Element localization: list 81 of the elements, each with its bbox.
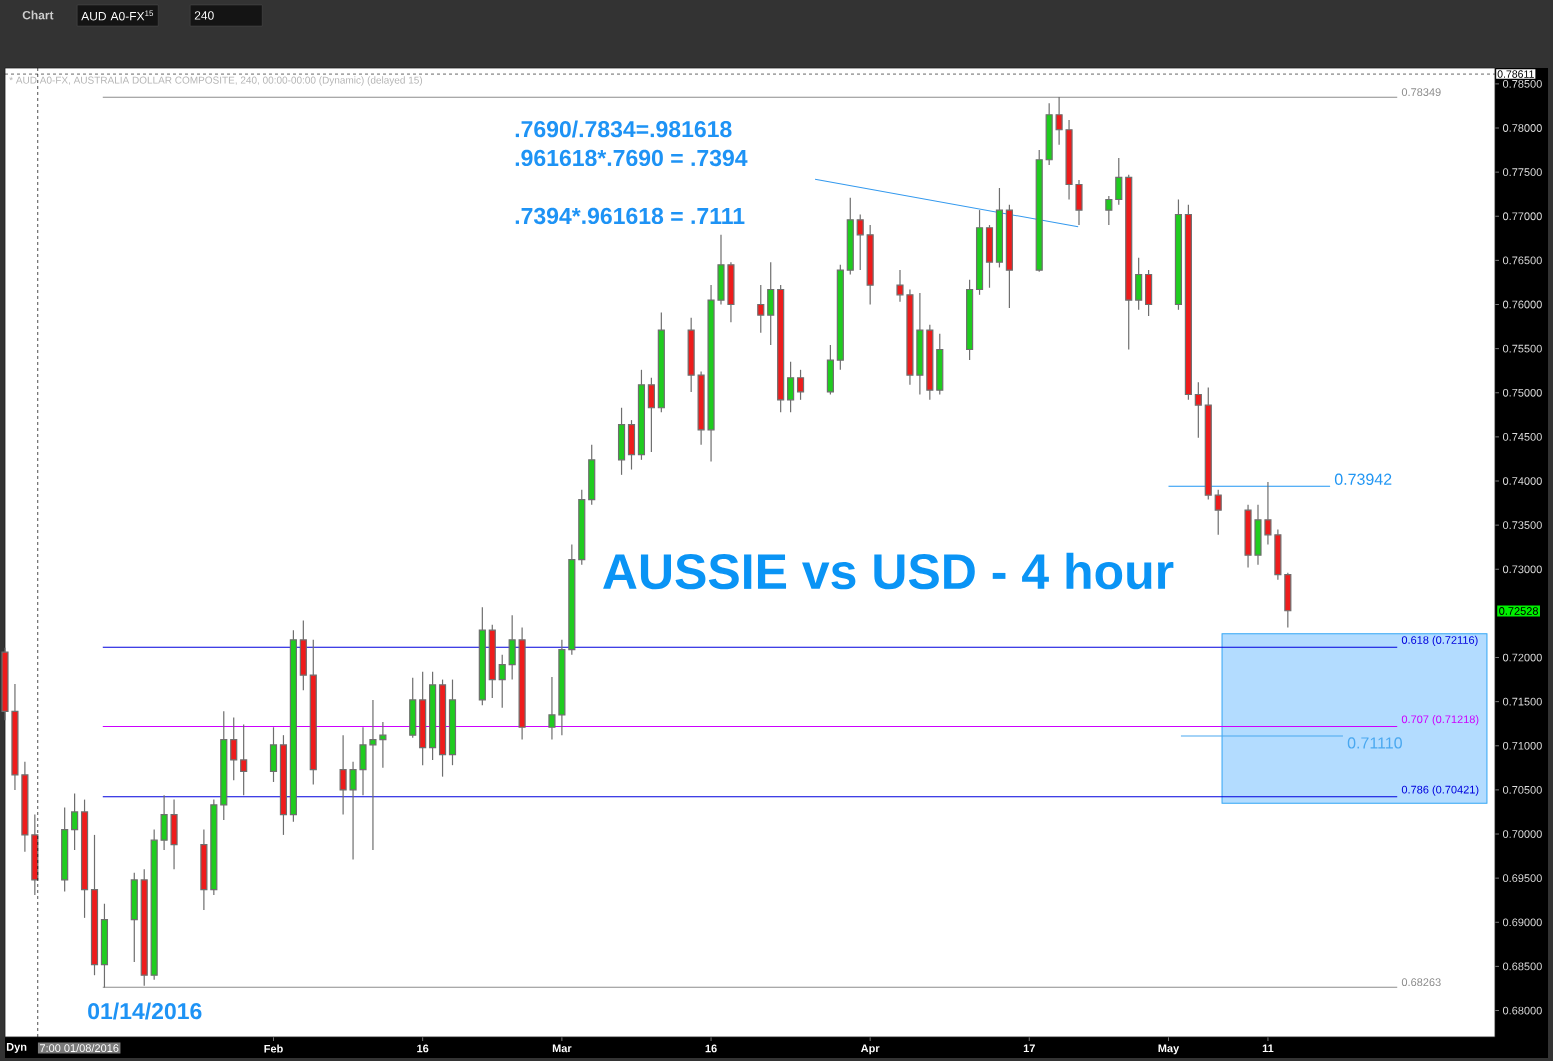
y-tick-label: 0.78500 xyxy=(1502,79,1542,88)
y-tick-label: 0.75000 xyxy=(1502,388,1542,397)
y-tick-label: 0.72000 xyxy=(1502,653,1542,662)
x-tick-label: 11 xyxy=(1262,1044,1274,1053)
candlestick xyxy=(11,683,19,791)
y-tick-label: 0.73500 xyxy=(1502,521,1542,530)
y-tick-label: 0.71000 xyxy=(1502,741,1542,750)
y-tick-label: 0.68000 xyxy=(1502,1006,1542,1015)
x-tick-label: 16 xyxy=(417,1044,429,1053)
y-tick-label: 0.75500 xyxy=(1502,344,1542,353)
candlestick xyxy=(349,761,357,861)
series-label: 0.68263 xyxy=(1401,978,1441,987)
candlestick xyxy=(71,792,79,851)
y-tick-label: 0.70500 xyxy=(1502,786,1542,794)
y-tick-label: 0.73000 xyxy=(1502,565,1542,574)
candlestick xyxy=(518,626,526,741)
text: Dyn xyxy=(6,1043,27,1053)
candlestick xyxy=(21,761,29,853)
text: AUD A0-FX$^{15}$ xyxy=(81,10,154,21)
candlestick xyxy=(1055,96,1063,146)
y-tick-label: 0.69500 xyxy=(1502,874,1542,883)
candlestick xyxy=(896,269,904,303)
x-tick-label: 16 xyxy=(705,1044,717,1053)
candlestick xyxy=(339,734,347,816)
candlestick xyxy=(1075,179,1083,226)
candlestick xyxy=(369,699,377,851)
text: * AUD A0-FX, AUSTRALIA DOLLAR COMPOSITE, 240, 00:00-00:00 (Dynamic) (delayed 15) xyxy=(9,76,423,86)
candlestick xyxy=(916,292,924,396)
candlestick xyxy=(240,723,248,796)
series-label: 0.707 (0.71218) xyxy=(1401,715,1479,726)
text: AUSSIE vs USD - 4 hour xyxy=(603,552,1174,590)
y-tick-label: 0.70000 xyxy=(1502,830,1542,838)
annotation: .7690/.7834=.981618 xyxy=(515,120,732,138)
candlestick xyxy=(379,721,387,769)
candlestick xyxy=(1,647,9,721)
candlestick xyxy=(558,639,566,736)
text: 0.72528 xyxy=(1499,607,1538,615)
candlestick xyxy=(697,370,705,446)
candlestick xyxy=(1254,504,1262,566)
candlestick xyxy=(359,726,367,796)
annotation: .961618*.7690 = .7394 xyxy=(515,149,748,167)
candlestick xyxy=(767,261,775,346)
y-tick-label: 0.68500 xyxy=(1502,962,1542,971)
series-label: 0.618 (0.72116) xyxy=(1401,635,1478,647)
ref-line-label: 0.78611 xyxy=(1497,70,1534,78)
candlestick xyxy=(727,261,735,323)
y-tick-label: 0.78000 xyxy=(1502,124,1542,132)
text: 240 xyxy=(194,11,214,20)
y-tick-label: 0.71500 xyxy=(1502,697,1542,706)
candlestick xyxy=(160,794,168,851)
series-label: 0.73942 xyxy=(1334,473,1392,485)
candlestick xyxy=(1274,528,1282,581)
y-tick-label: 0.69000 xyxy=(1502,918,1542,927)
y-tick-label: 0.77500 xyxy=(1502,168,1542,177)
annotation: 01/14/2016 xyxy=(88,1002,202,1020)
y-tick-label: 0.76000 xyxy=(1502,300,1542,309)
x-tick-label: Mar xyxy=(552,1044,572,1053)
x-tick-label: Apr xyxy=(860,1044,880,1055)
y-tick-label: 0.74500 xyxy=(1502,433,1542,441)
ref-line-label: 7:00 01/08/2016 xyxy=(40,1043,119,1053)
candlestick xyxy=(717,234,725,306)
y-tick-label: 0.76500 xyxy=(1502,256,1542,265)
candlestick xyxy=(230,716,238,781)
series-label: 0.71110 xyxy=(1347,737,1402,749)
candlestick xyxy=(1264,481,1272,546)
candlestick xyxy=(1065,119,1073,201)
candlestick xyxy=(707,284,715,463)
series-label: 0.786 (0.70421) xyxy=(1401,785,1479,796)
x-tick-label: Feb xyxy=(264,1044,283,1053)
annotation: .7394*.961618 = .7111 xyxy=(515,207,745,225)
x-tick-label: May xyxy=(1158,1044,1180,1055)
candlestick xyxy=(1244,504,1252,569)
candlestick xyxy=(200,829,208,911)
series-label: 0.78349 xyxy=(1401,88,1441,96)
candlestick xyxy=(906,288,914,386)
text: Chart xyxy=(22,10,54,20)
y-tick-label: 0.74000 xyxy=(1502,477,1542,485)
x-tick-label: 17 xyxy=(1023,1044,1035,1053)
y-tick-label: 0.77000 xyxy=(1502,212,1542,221)
candlestick xyxy=(548,676,556,741)
candlestick xyxy=(170,799,178,870)
